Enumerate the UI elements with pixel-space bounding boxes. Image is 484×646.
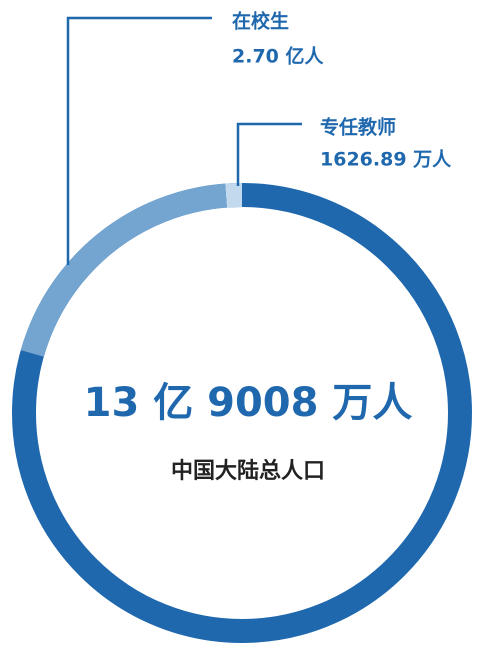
- data-label: 1626.89 万人: [320, 149, 452, 171]
- legend-label: 在校生: [232, 10, 289, 33]
- center-total: 13 亿 9008 万人: [84, 380, 413, 426]
- data-label: 2.70 亿人: [232, 45, 324, 68]
- donut-segment: [20, 183, 227, 357]
- center-subtitle: 中国大陆总人口: [171, 458, 325, 484]
- leader-line: [236, 122, 302, 186]
- donut-segment: [225, 183, 243, 208]
- leader-line: [66, 16, 212, 265]
- legend-label: 专任教师: [320, 116, 396, 139]
